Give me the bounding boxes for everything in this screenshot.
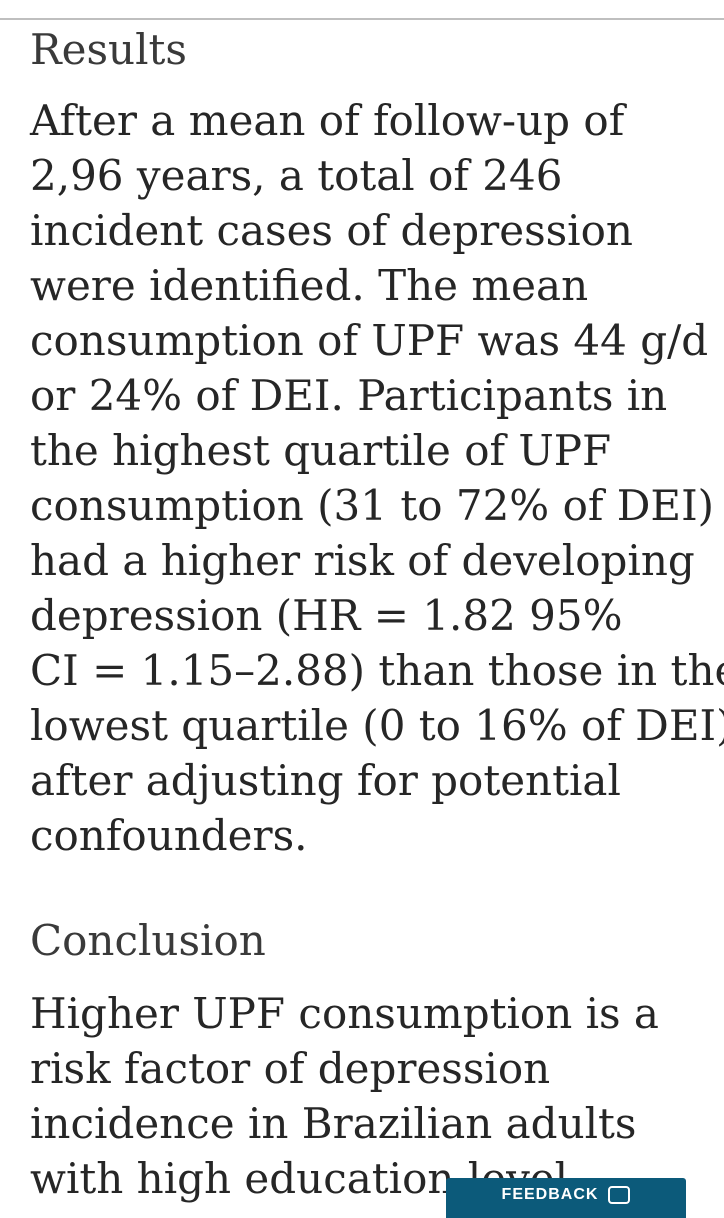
results-line: 2,96 years, a total of 246 — [30, 151, 563, 200]
conclusion-heading: Conclusion — [30, 916, 266, 965]
results-line: consumption (31 to 72% of DEI) — [30, 481, 715, 530]
chat-bubble-icon — [608, 1186, 631, 1204]
results-line: CI = 1.15–2.88) than those in the — [30, 646, 724, 695]
results-line: after adjusting for potential — [30, 756, 621, 805]
results-line: lowest quartile (0 to 16% of DEI) — [30, 701, 724, 750]
conclusion-line: Higher UPF consumption is a — [30, 989, 659, 1038]
conclusion-line: incidence in Brazilian adults — [30, 1099, 637, 1148]
feedback-label: FEEDBACK — [501, 1186, 599, 1203]
conclusion-line: risk factor of depression — [30, 1044, 551, 1093]
results-paragraph: After a mean of follow-up of 2,96 years,… — [30, 93, 724, 863]
results-line: had a higher risk of developing — [30, 536, 695, 585]
results-line: consumption of UPF was 44 g/d — [30, 316, 709, 365]
feedback-button[interactable]: FEEDBACK — [446, 1178, 686, 1218]
results-line: confounders. — [30, 811, 308, 860]
top-divider — [0, 18, 724, 20]
results-line: depression (HR = 1.82 95% — [30, 591, 623, 640]
results-line: incident cases of depression — [30, 206, 633, 255]
results-heading: Results — [30, 25, 187, 74]
results-line: were identified. The mean — [30, 261, 589, 310]
results-line: the highest quartile of UPF — [30, 426, 612, 475]
results-line: After a mean of follow-up of — [30, 96, 625, 145]
results-line: or 24% of DEI. Participants in — [30, 371, 668, 420]
conclusion-paragraph: Higher UPF consumption is a risk factor … — [30, 986, 710, 1206]
abstract-content: Results After a mean of follow-up of 2,9… — [30, 22, 724, 1206]
